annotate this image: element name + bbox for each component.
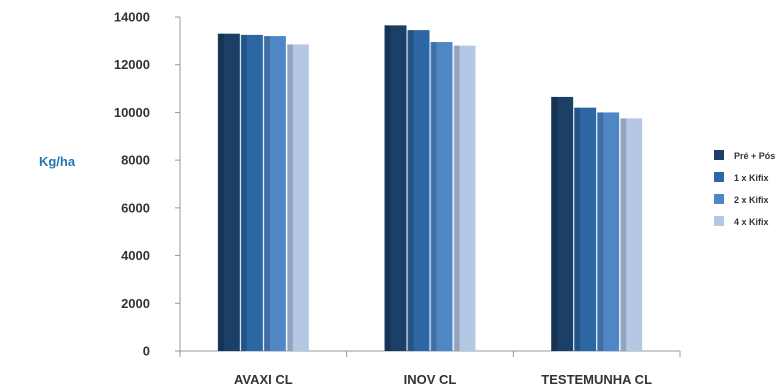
y-tick-label: 6000 <box>121 200 150 215</box>
bar-shade <box>218 33 224 351</box>
bar-shade <box>385 25 391 351</box>
bar <box>384 25 407 351</box>
legend-swatch <box>714 150 724 160</box>
bar-shade <box>241 34 247 352</box>
bar-shade <box>408 30 414 351</box>
bar <box>286 44 309 351</box>
legend-label: Pré + Pós <box>734 151 775 161</box>
legend-label: 2 x Kifix <box>734 195 769 205</box>
x-category-label: INOV CL <box>404 372 457 386</box>
legend-swatch <box>714 194 724 204</box>
y-tick-label: 10000 <box>114 105 150 120</box>
bar <box>453 45 476 351</box>
legend: Pré + Pós 1 x Kifix 2 x Kifix 4 x Kifix <box>714 150 775 227</box>
bar-shade <box>598 112 604 351</box>
bar <box>240 34 263 352</box>
bar <box>597 112 620 351</box>
y-tick-label: 14000 <box>114 10 150 25</box>
y-tick-label: 4000 <box>121 248 150 263</box>
x-category-label: TESTEMUNHA CL <box>541 372 652 386</box>
bar-shade <box>575 107 581 352</box>
x-category-label: AVAXI CL <box>234 372 293 386</box>
bar <box>574 107 597 352</box>
bar-group <box>217 25 643 352</box>
bar <box>430 42 453 352</box>
y-tick-label: 0 <box>143 344 150 359</box>
x-axis-categories: AVAXI CL INOV CL TESTEMUNHA CL <box>179 351 681 386</box>
bar <box>620 118 643 352</box>
legend-swatch <box>714 172 724 182</box>
bar-shade <box>431 42 437 352</box>
bar <box>407 30 430 351</box>
bar-shade <box>552 96 558 352</box>
bar-shade <box>454 45 460 351</box>
bar-shade <box>621 118 627 352</box>
legend-label: 1 x Kifix <box>734 173 769 183</box>
y-tick-label: 2000 <box>121 296 150 311</box>
legend-label: 4 x Kifix <box>734 217 769 227</box>
legend-swatch <box>714 216 724 226</box>
y-axis-label: Kg/ha <box>39 154 76 169</box>
bar-shade <box>264 36 270 351</box>
y-tick-label: 8000 <box>121 153 150 168</box>
y-axis-ticks: 0 2000 4000 6000 8000 10000 12000 14000 <box>114 10 180 359</box>
bar <box>217 33 240 351</box>
bar <box>263 36 286 351</box>
bar-shade <box>287 44 293 351</box>
bar <box>551 96 574 352</box>
y-tick-label: 12000 <box>114 57 150 72</box>
